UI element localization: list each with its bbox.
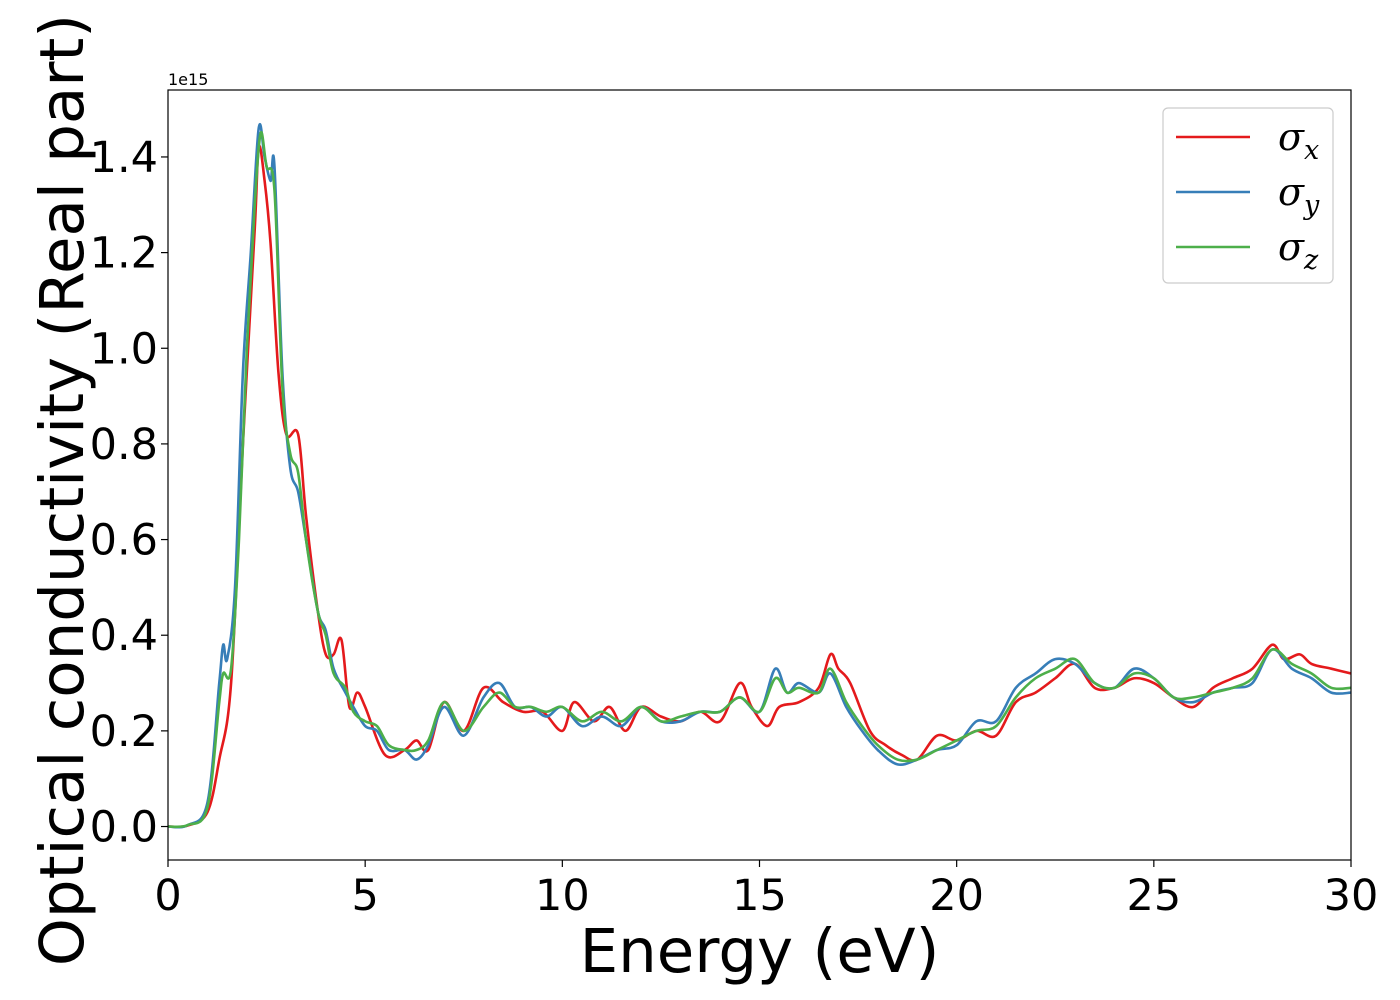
y-axis-title: Optical conductivity (Real part) xyxy=(27,14,98,966)
legend-label: σz xyxy=(1278,225,1319,276)
y-offset-label: 1e15 xyxy=(168,70,208,89)
x-tick-label: 0 xyxy=(154,871,181,921)
y-tick-label: 0.0 xyxy=(90,803,158,853)
y-tick-label: 1.4 xyxy=(90,133,158,183)
y-tick-label: 0.8 xyxy=(90,420,158,470)
legend-item-y: σy xyxy=(1176,170,1320,221)
y-tick-label: 1.2 xyxy=(90,229,158,279)
y-tick-label: 0.6 xyxy=(90,516,158,566)
legend-label: σx xyxy=(1278,115,1319,166)
x-tick-label: 5 xyxy=(351,871,378,921)
x-tick-label: 10 xyxy=(535,871,590,921)
x-axis: 0 5 10 15 20 25 30 xyxy=(154,860,1378,921)
series-line-z xyxy=(168,130,1351,829)
legend-box xyxy=(1162,107,1334,284)
y-tick-label: 0.2 xyxy=(90,707,158,757)
y-tick-label: 1.0 xyxy=(90,324,158,374)
x-tick-label: 25 xyxy=(1126,871,1181,921)
x-tick-label: 15 xyxy=(732,871,787,921)
y-axis: 0.0 0.2 0.4 0.6 0.8 1.0 1.2 1.4 xyxy=(90,133,168,853)
x-axis-title: Energy (eV) xyxy=(580,916,940,987)
series-layer xyxy=(168,123,1351,829)
y-tick-label: 0.4 xyxy=(90,611,158,661)
legend-item-z: σz xyxy=(1176,225,1319,276)
x-tick-label: 30 xyxy=(1324,871,1379,921)
legend-item-x: σx xyxy=(1176,115,1319,166)
legend-label: σy xyxy=(1278,170,1320,221)
x-tick-label: 20 xyxy=(929,871,984,921)
